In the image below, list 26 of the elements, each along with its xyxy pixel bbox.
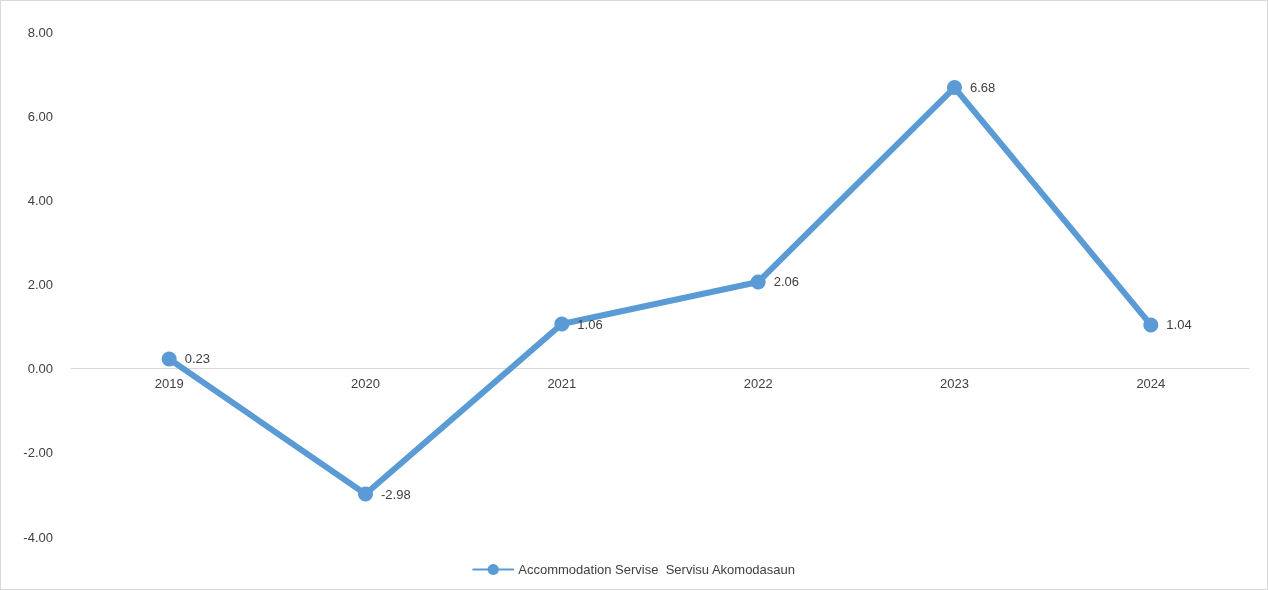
x-tick-label: 2019 — [154, 375, 184, 391]
data-label: 0.23 — [184, 351, 210, 367]
data-label: 1.06 — [577, 316, 603, 332]
x-tick-label: 2022 — [743, 375, 773, 391]
point — [358, 486, 373, 502]
x-tick-label: 2023 — [940, 375, 969, 391]
y-tick-label: 6.00 — [27, 108, 53, 124]
y-tick-label: 0.00 — [27, 361, 53, 377]
y-tick-label: -2.00 — [23, 445, 53, 461]
point — [161, 351, 177, 367]
point — [554, 316, 570, 332]
x-tick-label: 2021 — [547, 375, 577, 391]
y-tick-label: 4.00 — [27, 192, 53, 208]
y-tick-label: 2.00 — [27, 277, 53, 292]
x-tick-label: 2020 — [351, 375, 380, 391]
x-tick-label: 2024 — [1136, 375, 1166, 391]
legend-label: Accommodation Servise Servisu Akomodasaun — [518, 562, 796, 577]
point — [750, 274, 766, 290]
data-label: 1.04 — [1166, 317, 1192, 333]
y-tick-label: 8.00 — [27, 24, 53, 40]
data-label: -2.98 — [381, 486, 411, 502]
point — [1143, 317, 1159, 333]
data-label: 6.68 — [970, 80, 996, 96]
y-tick-label: -4.00 — [23, 529, 53, 545]
data-label: 2.06 — [773, 274, 799, 290]
point — [947, 80, 962, 96]
